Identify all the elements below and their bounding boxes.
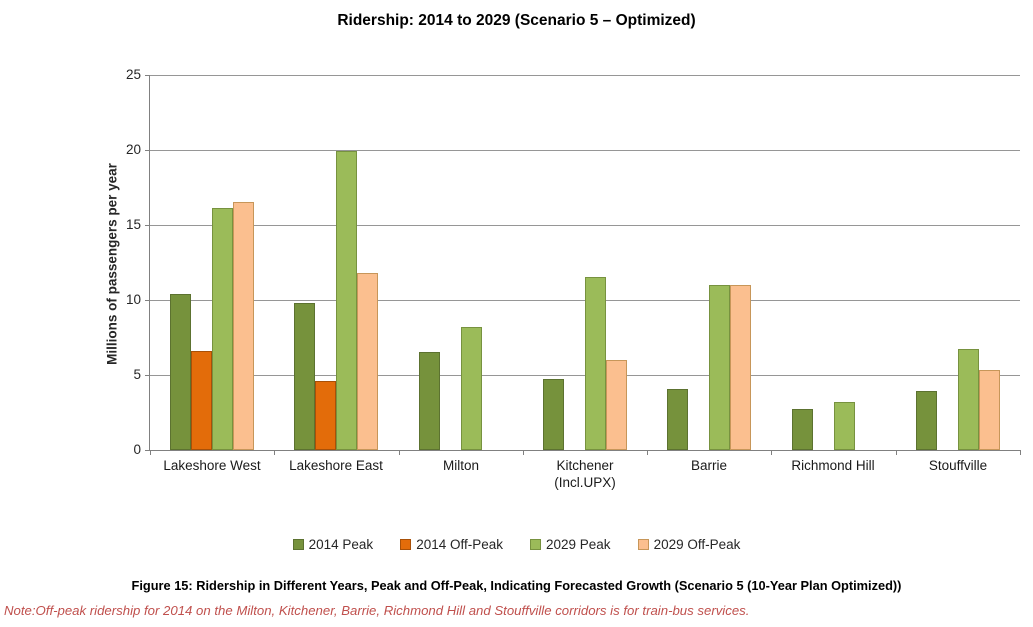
x-tick-mark [523, 450, 524, 455]
bar-2014-peak-1 [294, 303, 315, 450]
bar-2029-off-peak-3 [606, 360, 627, 450]
x-tick-mark [274, 450, 275, 455]
bar-2029-peak-6 [958, 349, 979, 450]
y-tick-mark [145, 375, 150, 376]
legend-label: 2029 Peak [546, 537, 611, 552]
legend-swatch-icon [637, 539, 649, 550]
y-gridline [150, 75, 1020, 76]
y-tick-mark [145, 225, 150, 226]
x-tick-mark [150, 450, 151, 455]
x-tick-mark [647, 450, 648, 455]
bar-2029-off-peak-1 [357, 273, 378, 450]
legend-swatch-icon [530, 539, 541, 550]
x-category-label: Milton [399, 457, 523, 474]
y-tick-mark [145, 450, 150, 451]
y-gridline [150, 225, 1020, 226]
x-category-label-line: Lakeshore East [289, 458, 383, 473]
x-category-label-line: Milton [442, 458, 479, 473]
bar-2014-peak-3 [543, 379, 564, 450]
x-category-label-line: Stouffville [928, 458, 988, 473]
legend-label: 2029 Off-Peak [653, 537, 741, 552]
x-tick-mark [771, 450, 772, 455]
bar-2029-off-peak-6 [979, 370, 1000, 450]
y-axis-line [149, 75, 150, 451]
x-category-label-line: (Incl.UPX) [554, 475, 616, 490]
legend-label: 2014 Peak [308, 537, 374, 552]
figure-caption: Figure 15: Ridership in Different Years,… [131, 578, 902, 593]
x-axis-line [149, 450, 1020, 451]
bar-2029-peak-4 [709, 285, 730, 450]
bar-2014-peak-5 [792, 409, 813, 450]
chart-legend: 2014 Peak 2014 Off-Peak 2029 Peak 2029 Off-… [0, 537, 1033, 552]
x-category-label: Richmond Hill [771, 457, 895, 474]
chart-title: Ridership: 2014 to 2029 (Scenario 5 – Op… [337, 12, 696, 29]
y-axis-title-wrap: Millions of passengers per year [104, 76, 120, 451]
bar-2029-off-peak-4 [730, 285, 751, 450]
y-tick-label: 5 [133, 367, 141, 382]
bar-2014-peak-4 [667, 389, 688, 450]
x-category-label: Stouffville [896, 457, 1020, 474]
bar-2029-peak-5 [834, 402, 855, 450]
bar-2014-peak-2 [419, 352, 440, 450]
x-category-label-line: Lakeshore West [163, 458, 261, 473]
y-gridline [150, 150, 1020, 151]
bar-2029-peak-2 [461, 327, 482, 450]
x-category-label-line: Richmond Hill [791, 458, 875, 473]
y-tick-mark [145, 300, 150, 301]
bar-2014-peak-0 [170, 294, 191, 450]
bar-2014-peak-6 [916, 391, 937, 450]
legend-item: 2014 Off-Peak [400, 537, 503, 552]
legend-swatch-icon [292, 539, 304, 550]
x-tick-mark [896, 450, 897, 455]
y-tick-label: 0 [133, 442, 141, 457]
x-category-label: Barrie [647, 457, 771, 474]
legend-item: 2029 Off-Peak [637, 537, 741, 552]
x-tick-mark [399, 450, 400, 455]
figure-note: Note:Off-peak ridership for 2014 on the … [4, 603, 750, 618]
legend-item: 2029 Peak [530, 537, 611, 552]
y-tick-mark [145, 150, 150, 151]
y-tick-mark [145, 75, 150, 76]
legend-label: 2014 Off-Peak [416, 537, 503, 552]
bar-2029-peak-3 [585, 277, 606, 450]
y-axis-title: Millions of passengers per year [104, 162, 120, 365]
x-category-label: Kitchener (Incl.UPX) [523, 457, 647, 491]
x-category-label-line: Kitchener [556, 458, 614, 473]
x-tick-mark [1020, 450, 1021, 455]
y-tick-label: 20 [125, 142, 141, 157]
x-category-label: Lakeshore East [274, 457, 398, 474]
x-category-label-line: Barrie [690, 458, 727, 473]
y-tick-label: 25 [125, 67, 141, 82]
y-tick-label: 10 [125, 292, 141, 307]
y-tick-label: 15 [125, 217, 141, 232]
x-category-label: Lakeshore West [150, 457, 274, 474]
bar-2014-off-peak-1 [315, 381, 336, 450]
bar-2029-off-peak-0 [233, 202, 254, 450]
bar-2029-peak-0 [212, 208, 233, 450]
legend-swatch-icon [400, 539, 412, 550]
legend-item: 2014 Peak [292, 537, 374, 552]
bar-2029-peak-1 [336, 151, 357, 450]
bar-2014-off-peak-0 [191, 351, 212, 450]
